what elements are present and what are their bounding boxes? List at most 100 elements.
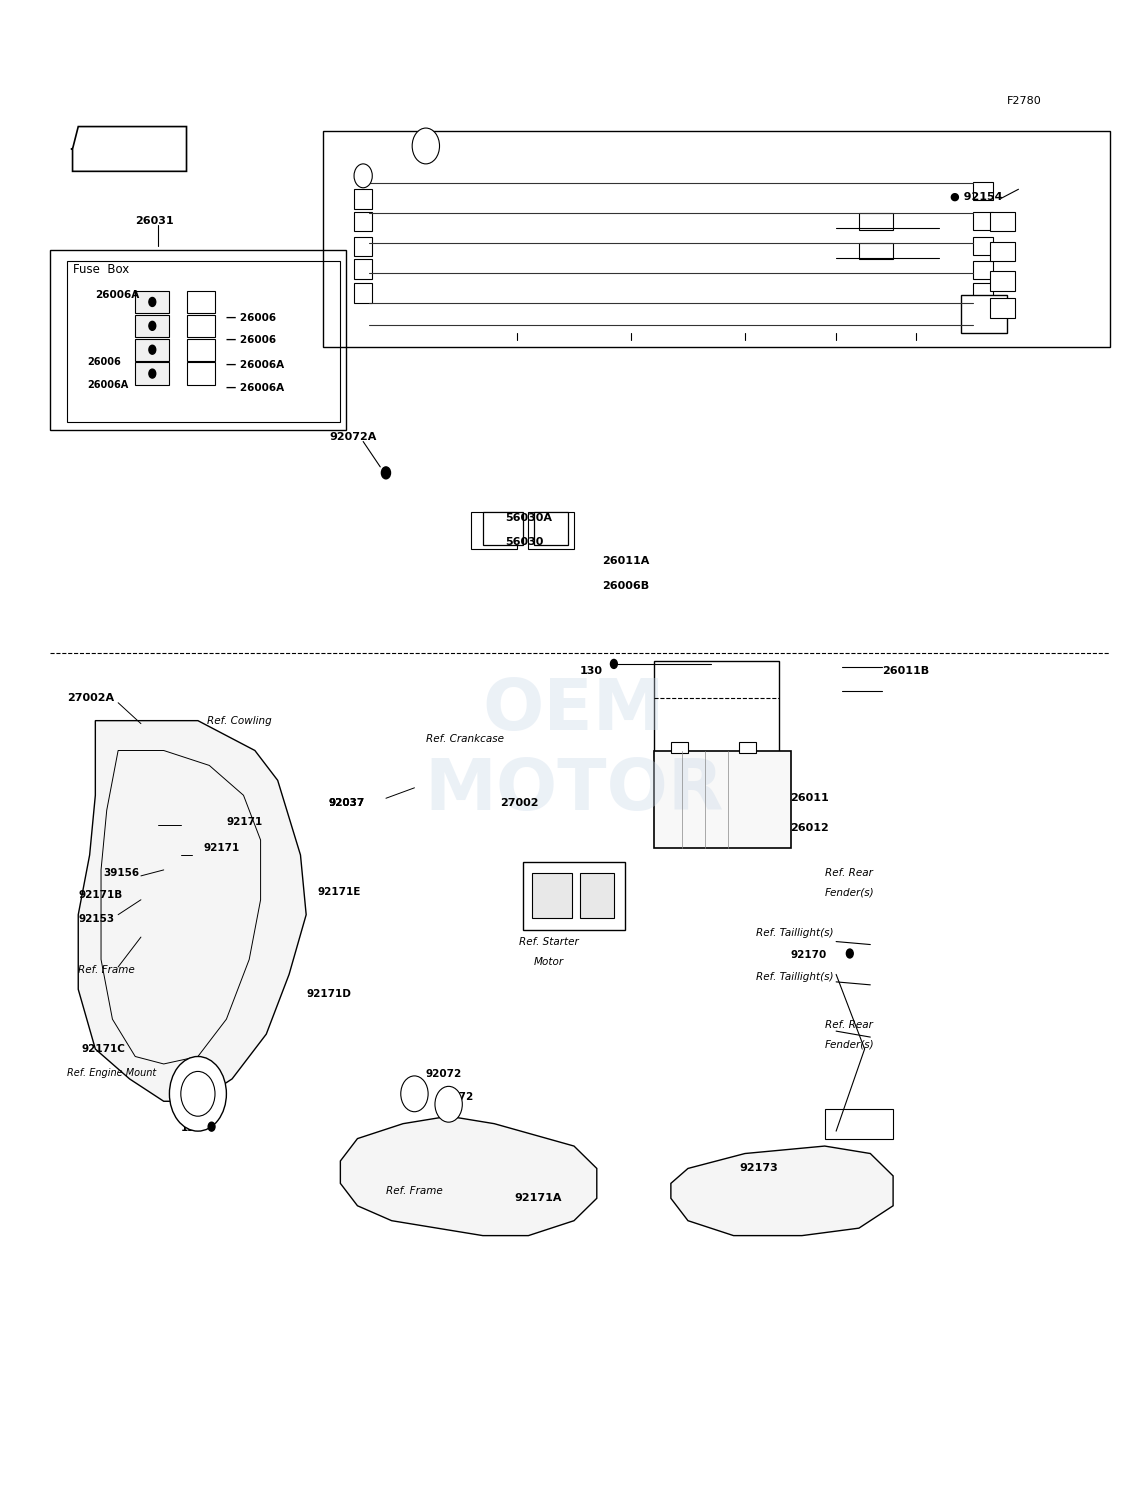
Bar bbox=[135, 362, 170, 384]
Bar bbox=[580, 874, 614, 917]
Text: — 26006: — 26006 bbox=[226, 312, 277, 323]
Text: 26011: 26011 bbox=[791, 793, 829, 803]
Bar bbox=[653, 660, 779, 758]
Text: — 26006A: — 26006A bbox=[226, 360, 285, 371]
Bar bbox=[739, 741, 757, 754]
Text: Fuse  Box: Fuse Box bbox=[72, 263, 129, 276]
Text: 26031: 26031 bbox=[135, 216, 173, 225]
Text: 39156: 39156 bbox=[103, 868, 139, 878]
Bar bbox=[990, 272, 1015, 291]
Circle shape bbox=[181, 1072, 215, 1117]
Text: 26011A: 26011A bbox=[603, 555, 650, 566]
Circle shape bbox=[401, 1076, 428, 1112]
Polygon shape bbox=[340, 1117, 597, 1235]
Text: 92171B: 92171B bbox=[78, 890, 123, 901]
Bar bbox=[186, 315, 215, 338]
Text: Ref. Taillight(s): Ref. Taillight(s) bbox=[757, 973, 833, 982]
Circle shape bbox=[149, 321, 156, 330]
Bar bbox=[522, 863, 626, 929]
Bar bbox=[186, 291, 215, 314]
Bar bbox=[354, 212, 372, 231]
Bar bbox=[990, 242, 1015, 261]
Text: Fender(s): Fender(s) bbox=[824, 887, 875, 898]
Circle shape bbox=[846, 949, 853, 958]
Text: 26006A: 26006A bbox=[87, 380, 129, 390]
Text: 92171: 92171 bbox=[203, 842, 240, 853]
Text: 92171E: 92171E bbox=[318, 887, 360, 898]
Polygon shape bbox=[72, 126, 186, 171]
Text: 92072: 92072 bbox=[437, 1091, 473, 1102]
Text: Ref. Starter: Ref. Starter bbox=[519, 937, 579, 947]
Bar bbox=[972, 182, 993, 200]
Bar bbox=[859, 213, 893, 230]
Text: 130: 130 bbox=[580, 666, 603, 677]
Circle shape bbox=[354, 164, 372, 188]
Bar bbox=[354, 284, 372, 303]
Text: 56030A: 56030A bbox=[505, 513, 552, 522]
Text: Ref. Frame: Ref. Frame bbox=[78, 965, 135, 976]
Bar bbox=[532, 874, 572, 917]
Text: 92037: 92037 bbox=[329, 797, 365, 808]
Text: FRONT: FRONT bbox=[86, 144, 126, 155]
Text: 92171D: 92171D bbox=[307, 989, 351, 998]
Bar bbox=[135, 315, 170, 338]
Text: 92072A: 92072A bbox=[329, 432, 377, 441]
Text: OEM
MOTOR: OEM MOTOR bbox=[425, 675, 723, 826]
Bar bbox=[135, 339, 170, 360]
Text: 92072: 92072 bbox=[426, 1069, 463, 1079]
Text: 26006A: 26006A bbox=[95, 290, 140, 300]
Text: 92153: 92153 bbox=[78, 914, 115, 925]
Bar bbox=[990, 299, 1015, 318]
Text: Ref. Rear: Ref. Rear bbox=[824, 1021, 872, 1030]
Bar bbox=[972, 306, 993, 324]
Text: Ref. Crankcase: Ref. Crankcase bbox=[426, 734, 504, 743]
Text: 92173: 92173 bbox=[739, 1163, 778, 1174]
Text: 92170: 92170 bbox=[791, 950, 827, 961]
Text: 92171C: 92171C bbox=[82, 1045, 125, 1054]
Text: Ref. Cowling: Ref. Cowling bbox=[207, 716, 272, 725]
Text: 26006: 26006 bbox=[87, 357, 121, 368]
Bar bbox=[962, 296, 1007, 333]
Text: ● 92154: ● 92154 bbox=[951, 192, 1002, 201]
Bar bbox=[824, 1109, 893, 1139]
Text: 27002A: 27002A bbox=[67, 693, 114, 704]
Text: 26012: 26012 bbox=[791, 823, 829, 833]
Text: 56030: 56030 bbox=[505, 536, 544, 546]
Bar bbox=[354, 237, 372, 257]
Bar bbox=[354, 189, 372, 209]
Text: 92171: 92171 bbox=[226, 817, 263, 827]
Circle shape bbox=[170, 1057, 226, 1132]
Text: 92037: 92037 bbox=[329, 797, 365, 808]
Bar bbox=[653, 750, 791, 848]
Bar bbox=[135, 291, 170, 314]
Bar bbox=[49, 251, 346, 429]
Text: — 26006A: — 26006A bbox=[226, 383, 285, 393]
Bar bbox=[186, 339, 215, 360]
Polygon shape bbox=[670, 1147, 893, 1235]
Text: 27003: 27003 bbox=[181, 1100, 217, 1111]
Bar bbox=[354, 260, 372, 279]
Bar bbox=[859, 243, 893, 260]
Text: 92171A: 92171A bbox=[514, 1193, 563, 1204]
Circle shape bbox=[149, 345, 156, 354]
Bar bbox=[972, 212, 993, 230]
Bar bbox=[186, 362, 215, 384]
Bar bbox=[670, 741, 688, 754]
Polygon shape bbox=[78, 720, 307, 1102]
Text: Motor: Motor bbox=[534, 958, 564, 968]
Bar bbox=[528, 512, 574, 549]
Circle shape bbox=[149, 369, 156, 378]
Bar bbox=[472, 512, 517, 549]
Bar bbox=[483, 512, 522, 545]
Text: Ref. Engine Mount: Ref. Engine Mount bbox=[67, 1067, 156, 1078]
Bar bbox=[972, 237, 993, 255]
Circle shape bbox=[208, 1123, 215, 1132]
Bar bbox=[972, 261, 993, 279]
Text: Ref. Rear: Ref. Rear bbox=[824, 868, 872, 878]
Text: 27002: 27002 bbox=[499, 797, 538, 808]
Bar bbox=[534, 512, 568, 545]
Text: Ref. Taillight(s): Ref. Taillight(s) bbox=[757, 928, 833, 938]
Text: F2780: F2780 bbox=[1007, 96, 1042, 107]
Bar bbox=[67, 261, 340, 422]
Bar bbox=[324, 131, 1110, 347]
